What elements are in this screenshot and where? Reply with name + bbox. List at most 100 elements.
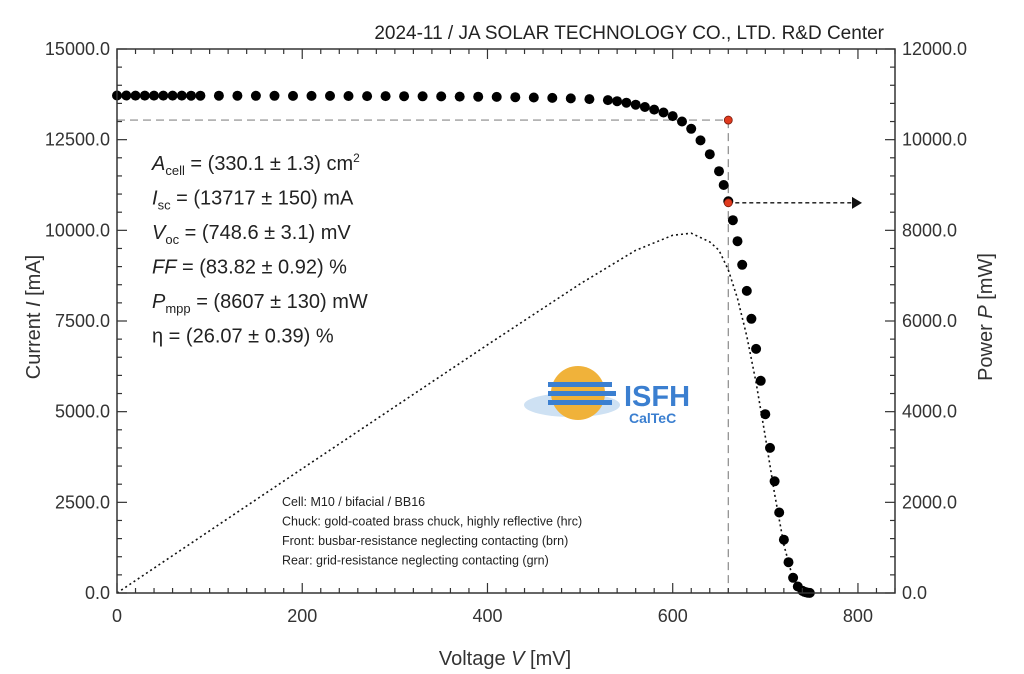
iv-data-point [746, 313, 757, 324]
iv-data-point [565, 93, 576, 104]
logo-text: ISFH [624, 381, 690, 413]
iv-data-point [649, 104, 660, 115]
iv-data-point [630, 99, 641, 110]
iv-data-point [176, 90, 187, 101]
y-axis-title: Current I [mA] [23, 255, 45, 379]
note-line: Rear: grid-resistance neglecting contact… [282, 554, 549, 568]
iv-data-point [139, 90, 150, 101]
iv-data-point [714, 166, 724, 177]
y-tick-label: 2500.0 [55, 492, 110, 512]
iv-data-point [454, 91, 465, 102]
iv-data-point [584, 94, 595, 105]
iv-data-point [774, 507, 785, 518]
x-tick-label: 800 [843, 606, 873, 626]
x-tick-label: 400 [472, 606, 502, 626]
iv-data-point [695, 135, 706, 146]
y-tick-label: 0.0 [85, 583, 110, 603]
iv-data-point [602, 95, 613, 106]
note-line: Front: busbar-resistance neglecting cont… [282, 534, 568, 548]
iv-data-point [639, 102, 650, 112]
iv-data-point [760, 409, 771, 420]
iv-data-point [343, 91, 354, 101]
y2-tick-label: 12000.0 [902, 39, 967, 59]
iv-data-point [269, 90, 280, 101]
y2-tick-label: 10000.0 [902, 130, 967, 150]
iv-data-point [727, 215, 738, 226]
parameter-block: Acell = (330.1 ± 1.3) cm2 Isc = (13717 ± … [151, 151, 368, 348]
y-tick-label: 5000.0 [55, 402, 110, 422]
iv-data-point [788, 572, 799, 583]
param-line: Isc = (13717 ± 150) mA [152, 188, 354, 213]
iv-data-point [667, 111, 678, 122]
iv-data-point [547, 92, 558, 103]
iv-data-point [769, 476, 780, 487]
mpp-power-marker [723, 198, 733, 208]
note-line: Chuck: gold-coated brass chuck, highly r… [282, 515, 582, 529]
iv-data-point [704, 149, 715, 160]
note-line: Cell: M10 / bifacial / BB16 [282, 495, 425, 509]
iv-data-point [158, 90, 169, 101]
iv-data-point [417, 91, 428, 102]
param-line: Voc = (748.6 ± 3.1) mV [152, 222, 351, 247]
iv-data-point [232, 90, 243, 101]
y2-tick-label: 2000.0 [902, 492, 957, 512]
iv-data-point [686, 123, 697, 134]
y2-tick-label: 6000.0 [902, 311, 957, 331]
iv-data-point [732, 236, 743, 247]
iv-data-point [751, 343, 762, 354]
iv-data-point [718, 180, 729, 190]
x-tick-label: 0 [112, 606, 122, 626]
logo-subtext: CalTeC [629, 410, 676, 426]
y2-axis-title: Power P [mW] [975, 253, 997, 381]
iv-data-point [783, 557, 794, 568]
iv-data-point [658, 107, 669, 118]
iv-data-point [380, 91, 391, 102]
y2-tick-label: 4000.0 [902, 402, 957, 422]
iv-data-point [491, 91, 502, 102]
iv-data-point [186, 90, 197, 101]
iv-data-point [399, 91, 410, 102]
iv-data-point [149, 90, 159, 101]
iv-data-point [195, 90, 206, 101]
iv-data-point [288, 90, 298, 101]
iv-data-point [436, 91, 447, 102]
param-line: FF = (83.82 ± 0.92) % [152, 257, 347, 279]
x-tick-label: 600 [658, 606, 688, 626]
x-tick-label: 200 [287, 606, 317, 626]
iv-data-point [765, 442, 775, 453]
iv-data-point [677, 116, 687, 127]
y-tick-label: 10000.0 [45, 220, 110, 240]
iv-data-point [306, 90, 317, 101]
param-line: Pmpp = (8607 ± 130) mW [152, 291, 368, 316]
iv-data-point [510, 92, 521, 103]
logo-stripe [548, 382, 612, 387]
isfh-logo: ISFH CalTeC [524, 366, 690, 426]
logo-stripe [548, 391, 616, 396]
iv-data-point [473, 91, 484, 102]
iv-data-point [250, 90, 261, 101]
y2-tick-label: 0.0 [902, 583, 927, 603]
iv-data-point [778, 534, 789, 545]
chart-title: 2024-11 / JA SOLAR TECHNOLOGY CO., LTD. … [374, 23, 884, 44]
y2-tick-label: 8000.0 [902, 220, 957, 240]
iv-data-point [130, 90, 141, 101]
iv-data-point [325, 90, 335, 101]
iv-data-point [612, 96, 623, 107]
mpp-current-marker [723, 115, 733, 125]
y-tick-label: 12500.0 [45, 130, 110, 150]
logo-stripe [548, 400, 612, 405]
y-tick-label: 15000.0 [45, 39, 110, 59]
param-line: η = (26.07 ± 0.39) % [152, 326, 334, 348]
iv-data-point [741, 285, 752, 296]
y-tick-label: 7500.0 [55, 311, 110, 331]
param-line: Acell = (330.1 ± 1.3) cm2 [151, 151, 360, 178]
iv-data-point [528, 92, 539, 103]
cell-notes: Cell: M10 / bifacial / BB16 Chuck: gold-c… [282, 495, 582, 568]
iv-data-point [167, 90, 178, 101]
iv-data-point [737, 259, 748, 270]
iv-data-point [121, 90, 132, 101]
power-curve [116, 232, 810, 594]
iv-data-point [213, 90, 224, 101]
iv-data-point [362, 91, 373, 102]
